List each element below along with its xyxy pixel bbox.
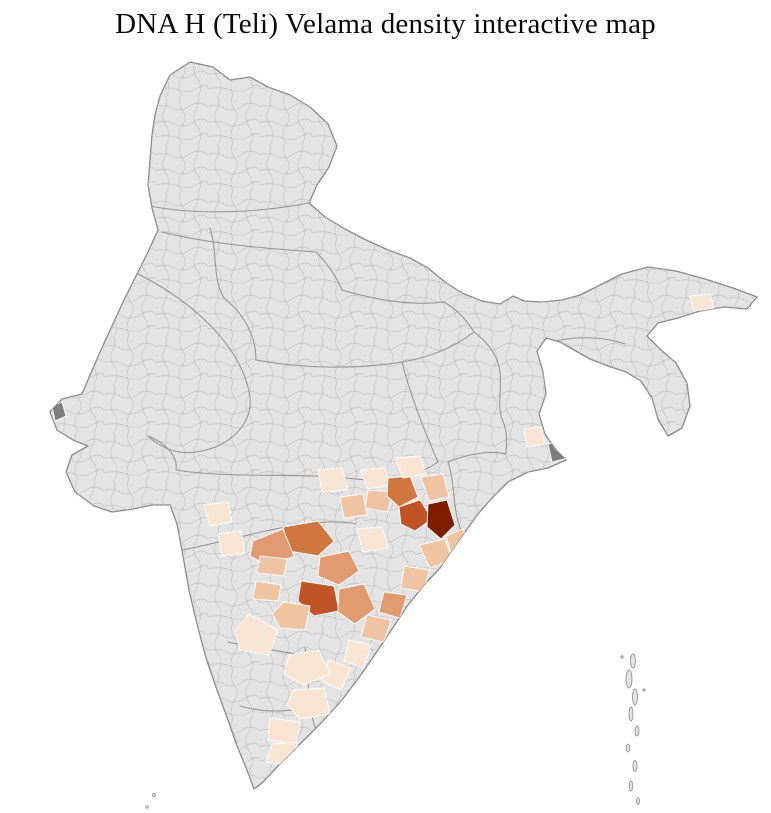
island	[152, 793, 156, 797]
state-border	[255, 331, 475, 368]
state-border	[447, 461, 463, 533]
district-od-g[interactable]	[426, 499, 456, 540]
state-border	[223, 297, 257, 361]
district-wb-a[interactable]	[523, 426, 546, 448]
district-od-d[interactable]	[398, 499, 433, 532]
state-border	[401, 361, 439, 463]
state-border	[209, 227, 225, 299]
page-title: DNA H (Teli) Velama density interactive …	[115, 8, 656, 40]
district-tg-j[interactable]	[356, 526, 389, 553]
island	[632, 688, 638, 706]
state-border	[447, 451, 507, 463]
district-tg-c[interactable]	[317, 550, 360, 586]
state-border	[549, 337, 626, 345]
state-border	[161, 231, 317, 253]
highlighted-districts	[51, 293, 715, 767]
district-od-e[interactable]	[394, 455, 427, 479]
district-ka-a[interactable]	[203, 501, 233, 527]
district-as-a[interactable]	[689, 293, 715, 312]
island	[625, 669, 633, 689]
district-mh-a[interactable]	[317, 467, 349, 493]
district-tg-i[interactable]	[234, 613, 279, 656]
island	[625, 743, 631, 753]
district-ry-a[interactable]	[283, 649, 331, 686]
district-ry-b[interactable]	[286, 687, 331, 720]
island	[634, 725, 640, 737]
island	[145, 805, 149, 809]
district-tg-e[interactable]	[337, 583, 376, 625]
state-border	[341, 289, 475, 333]
island	[628, 780, 634, 792]
island	[632, 760, 638, 772]
district-od-f[interactable]	[420, 473, 450, 502]
island	[630, 653, 636, 669]
state-border	[315, 251, 343, 291]
district-ap-e[interactable]	[343, 639, 372, 669]
state-border	[137, 273, 251, 454]
district-od-b[interactable]	[364, 489, 393, 513]
district-ka-b[interactable]	[217, 530, 246, 557]
district-mesh	[50, 62, 757, 789]
district-ap-b[interactable]	[400, 565, 430, 593]
district-tg-h[interactable]	[271, 601, 311, 631]
district-mh-b[interactable]	[339, 493, 368, 519]
island	[620, 655, 624, 659]
state-border	[149, 202, 310, 213]
andaman-islands[interactable]	[620, 653, 646, 805]
island	[642, 688, 646, 692]
state-border	[147, 435, 177, 471]
district-ry-c[interactable]	[267, 717, 301, 745]
island	[636, 797, 640, 805]
lakshadweep-islands[interactable]	[145, 793, 156, 809]
district-tg-f[interactable]	[252, 580, 282, 602]
district-tg-g[interactable]	[256, 555, 288, 577]
island	[628, 706, 634, 722]
state-border	[473, 331, 508, 455]
district-kutch-a[interactable]	[51, 401, 67, 422]
